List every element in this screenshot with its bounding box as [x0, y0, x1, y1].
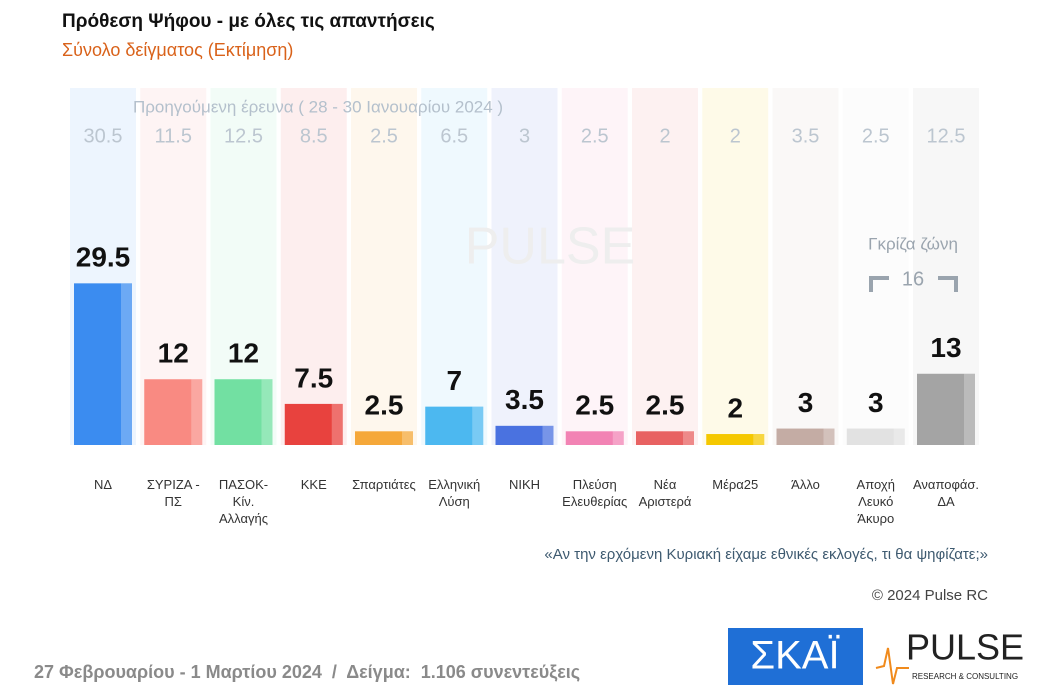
copyright: © 2024 Pulse RC — [872, 587, 988, 604]
category-label: Νέα Αριστερά — [638, 477, 692, 509]
category-label: ΣΥΡΙΖΑ - ΠΣ — [146, 477, 200, 509]
bar — [636, 431, 694, 445]
bar — [565, 431, 624, 445]
bar-shade — [191, 379, 203, 445]
previous-value: 2.5 — [370, 125, 398, 147]
bar — [284, 403, 343, 445]
previous-value: 12.5 — [224, 125, 263, 147]
bar-shade — [331, 403, 343, 445]
value-label: 29.5 — [76, 242, 131, 273]
value-label: 12 — [228, 338, 259, 369]
pollster-logo-sub: RESEARCH & CONSULTING — [912, 672, 1018, 681]
chart-subtitle: Σύνολο δείγματος (Εκτίμηση) — [62, 40, 293, 60]
value-label: 2.5 — [365, 390, 404, 421]
footer: 27 Φεβρουαρίου - 1 Μαρτίου 2024 / Δείγμα… — [34, 662, 580, 683]
value-label: 2.5 — [646, 390, 685, 421]
previous-value: 8.5 — [300, 125, 328, 147]
channel-logo-text: ΣΚΑΪ — [750, 634, 840, 678]
column-background — [561, 88, 628, 445]
value-label: 2.5 — [575, 390, 614, 421]
column-background — [772, 88, 839, 445]
bar-shade — [542, 425, 554, 445]
column-background — [280, 88, 347, 445]
column-background — [632, 88, 698, 445]
category-label: ΚΚΕ — [300, 477, 327, 492]
category-label: Άλλο — [791, 477, 820, 492]
bar — [425, 406, 484, 445]
bar — [495, 425, 554, 445]
category-label: Αναποφάσ. ΔΑ — [913, 477, 980, 509]
bar-shade — [823, 428, 835, 445]
value-label: 7 — [446, 365, 462, 396]
previous-value: 6.5 — [440, 125, 468, 147]
bar — [214, 379, 273, 445]
gray-zone-label: Γκρίζα ζώνη — [868, 234, 958, 253]
bar-shade — [261, 379, 273, 445]
pollster-logo: PULSE — [906, 627, 1024, 668]
column-background — [421, 88, 488, 445]
bar — [706, 434, 765, 445]
bar — [144, 379, 203, 445]
bar-shade — [893, 428, 905, 445]
previous-value: 30.5 — [84, 125, 123, 147]
value-label: 13 — [930, 332, 961, 363]
bar — [917, 373, 975, 445]
question: «Αν την ερχόμενη Κυριακή είχαμε εθνικές … — [544, 546, 988, 563]
category-label: Ελληνική Λύση — [428, 477, 481, 509]
channel-logo — [728, 628, 863, 685]
previous-value: 2 — [659, 125, 670, 147]
category-label: Πλεύση Ελευθερίας — [562, 477, 628, 509]
previous-value: 3 — [519, 125, 530, 147]
bar-shade — [753, 434, 765, 445]
previous-value: 11.5 — [155, 125, 192, 147]
watermark: PULSE — [465, 218, 636, 276]
bar — [355, 431, 413, 445]
bar — [776, 428, 835, 445]
category-label: Σπαρτιάτες — [352, 477, 416, 492]
previous-value: 2.5 — [581, 125, 609, 147]
bar-shade — [472, 406, 484, 445]
value-label: 2 — [727, 392, 743, 423]
chart-title: Πρόθεση Ψήφου - με όλες τις απαντήσεις — [62, 11, 435, 32]
bar-shade — [612, 431, 624, 445]
category-label: ΝΙΚΗ — [508, 477, 541, 492]
column-background — [842, 88, 909, 445]
category-label: ΝΔ — [93, 477, 113, 492]
category-label: Αποχή Λευκό Άκυρο — [856, 477, 895, 526]
previous-value: 2 — [730, 125, 741, 147]
previous-label: Προηγούμενη έρευνα ( 28 - 30 Ιανουαρίου … — [133, 97, 503, 116]
bar-shade — [964, 373, 975, 445]
column-background — [351, 88, 417, 445]
value-label: 7.5 — [294, 362, 333, 393]
pollster-logo-mark — [875, 647, 909, 685]
column-background — [702, 88, 769, 445]
gray-zone-bracket — [869, 276, 958, 292]
bar — [846, 428, 905, 445]
gray-zone-value: 16 — [902, 268, 924, 290]
bar-shade — [121, 283, 132, 445]
bar — [74, 283, 132, 445]
value-label: 3.5 — [505, 384, 544, 415]
category-label: Μέρα25 — [712, 477, 759, 492]
previous-value: 3.5 — [792, 125, 820, 147]
value-label: 12 — [158, 338, 189, 369]
column-background — [491, 88, 558, 445]
bar-shade — [683, 431, 694, 445]
value-label: 3 — [798, 387, 814, 418]
bar-shade — [402, 431, 413, 445]
category-label: ΠΑΣΟΚ-Κίν. Αλλαγής — [218, 477, 269, 526]
previous-value: 2.5 — [862, 125, 890, 147]
value-label: 3 — [868, 387, 884, 418]
previous-value: 12.5 — [927, 125, 966, 147]
